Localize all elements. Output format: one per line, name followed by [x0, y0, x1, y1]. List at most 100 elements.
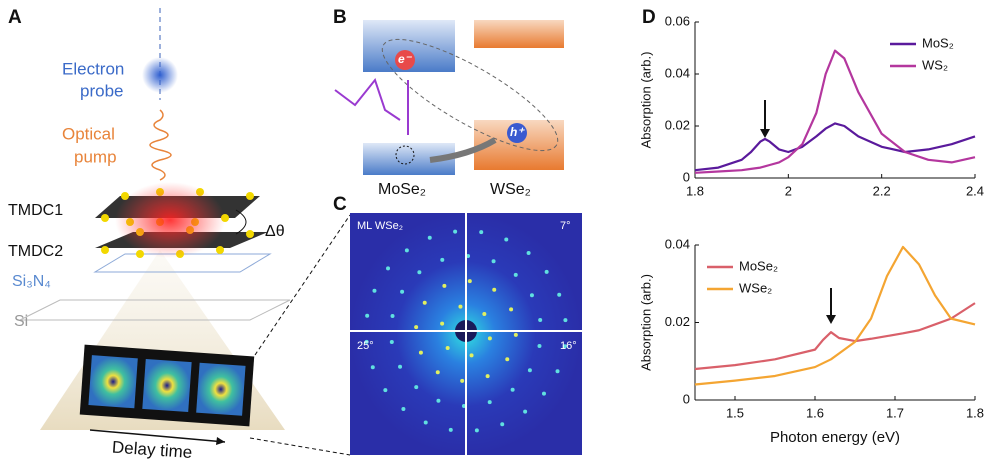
label: Si [14, 313, 28, 330]
label: Optical [62, 124, 115, 143]
spot [527, 251, 531, 255]
panel-letter: C [333, 194, 347, 215]
spot [557, 293, 561, 297]
spot [436, 370, 440, 374]
spot [401, 407, 405, 411]
spot [386, 266, 390, 270]
film-strip [80, 345, 254, 427]
spot [446, 346, 450, 350]
spot [390, 340, 394, 344]
spot [492, 288, 496, 292]
spot [372, 289, 376, 293]
spot [504, 237, 508, 241]
spot [486, 374, 490, 378]
spot [468, 279, 472, 283]
arrow-head [216, 437, 225, 445]
spot [538, 318, 542, 322]
series-line [695, 303, 975, 369]
spot [500, 422, 504, 426]
spot [442, 284, 446, 288]
figure: A Electron probe Optical pump TMDC1 TMDC… [0, 0, 987, 459]
y-axis-label: Absorption (arb.) [638, 52, 653, 149]
spot [417, 270, 421, 274]
spot [458, 305, 462, 309]
label: probe [80, 81, 123, 100]
pump-spot [115, 182, 225, 258]
arrow-head [760, 129, 770, 138]
panel-a: A Electron probe Optical pump TMDC1 TMDC… [8, 7, 350, 459]
spot [428, 236, 432, 240]
x-tick-label: 1.7 [886, 405, 904, 420]
legend-label: MoSe₂ [739, 258, 778, 273]
label: Si₃N₄ [12, 273, 51, 290]
spot [436, 399, 440, 403]
spot [488, 400, 492, 404]
pump-wave [150, 110, 171, 180]
panel-letter: D [642, 7, 656, 28]
label: TMDC2 [8, 243, 63, 260]
spot [383, 388, 387, 392]
y-tick-label: 0.02 [665, 117, 690, 132]
x-tick-label: 1.5 [726, 405, 744, 420]
panel-letter: A [8, 7, 22, 28]
label: WSe₂ [490, 181, 531, 198]
y-tick-label: 0 [683, 391, 690, 406]
panel-b: B e⁻ h⁺ MoSe₂ WSe₂ [333, 7, 571, 198]
spot [482, 312, 486, 316]
spot [537, 344, 541, 348]
panel-c: C ML WSe₂ 7° 25° 16° [333, 194, 582, 455]
y-axis-label: Absorption (arb.) [638, 274, 653, 371]
label: h⁺ [510, 125, 525, 139]
spot [505, 357, 509, 361]
y-tick-label: 0.04 [665, 65, 690, 80]
y-tick-label: 0.04 [665, 236, 690, 251]
label: pump [74, 147, 117, 166]
spot [453, 230, 457, 234]
spot [523, 410, 527, 414]
x-tick-label: 2.4 [966, 183, 984, 198]
spot [440, 258, 444, 262]
spot [530, 293, 534, 297]
legend-label: WSe₂ [739, 280, 772, 295]
series-line [695, 123, 975, 170]
x-tick-label: 1.8 [686, 183, 704, 198]
spot [514, 333, 518, 337]
spot [488, 336, 492, 340]
spot [405, 248, 409, 252]
label: 16° [560, 340, 577, 352]
x-tick-label: 1.8 [966, 405, 984, 420]
label: 7° [560, 220, 571, 232]
spot [492, 259, 496, 263]
spot [365, 314, 369, 318]
y-tick-label: 0 [683, 169, 690, 184]
spot [479, 230, 483, 234]
label: Delay time [111, 438, 192, 459]
spot [514, 273, 518, 277]
spot [398, 365, 402, 369]
spot [371, 365, 375, 369]
y-tick-label: 0.06 [665, 13, 690, 28]
x-tick-label: 2.2 [873, 183, 891, 198]
spot [400, 290, 404, 294]
label: ML WSe₂ [357, 220, 403, 232]
spot [470, 353, 474, 357]
label: Electron [62, 59, 124, 78]
spot [556, 369, 560, 373]
y-tick-label: 0.02 [665, 314, 690, 329]
spot [563, 318, 567, 322]
x-tick-label: 1.6 [806, 405, 824, 420]
spot [475, 428, 479, 432]
label: e⁻ [398, 52, 413, 66]
arrow-head [826, 315, 836, 324]
spot [423, 301, 427, 305]
band [474, 20, 564, 48]
spot [449, 428, 453, 432]
label: Δθ [265, 223, 285, 240]
x-axis-label: Photon energy (eV) [770, 429, 900, 446]
spot [460, 379, 464, 383]
panel-letter: B [333, 7, 347, 28]
legend-label: WS₂ [922, 57, 948, 72]
spot [414, 325, 418, 329]
label: MoSe₂ [378, 181, 426, 198]
